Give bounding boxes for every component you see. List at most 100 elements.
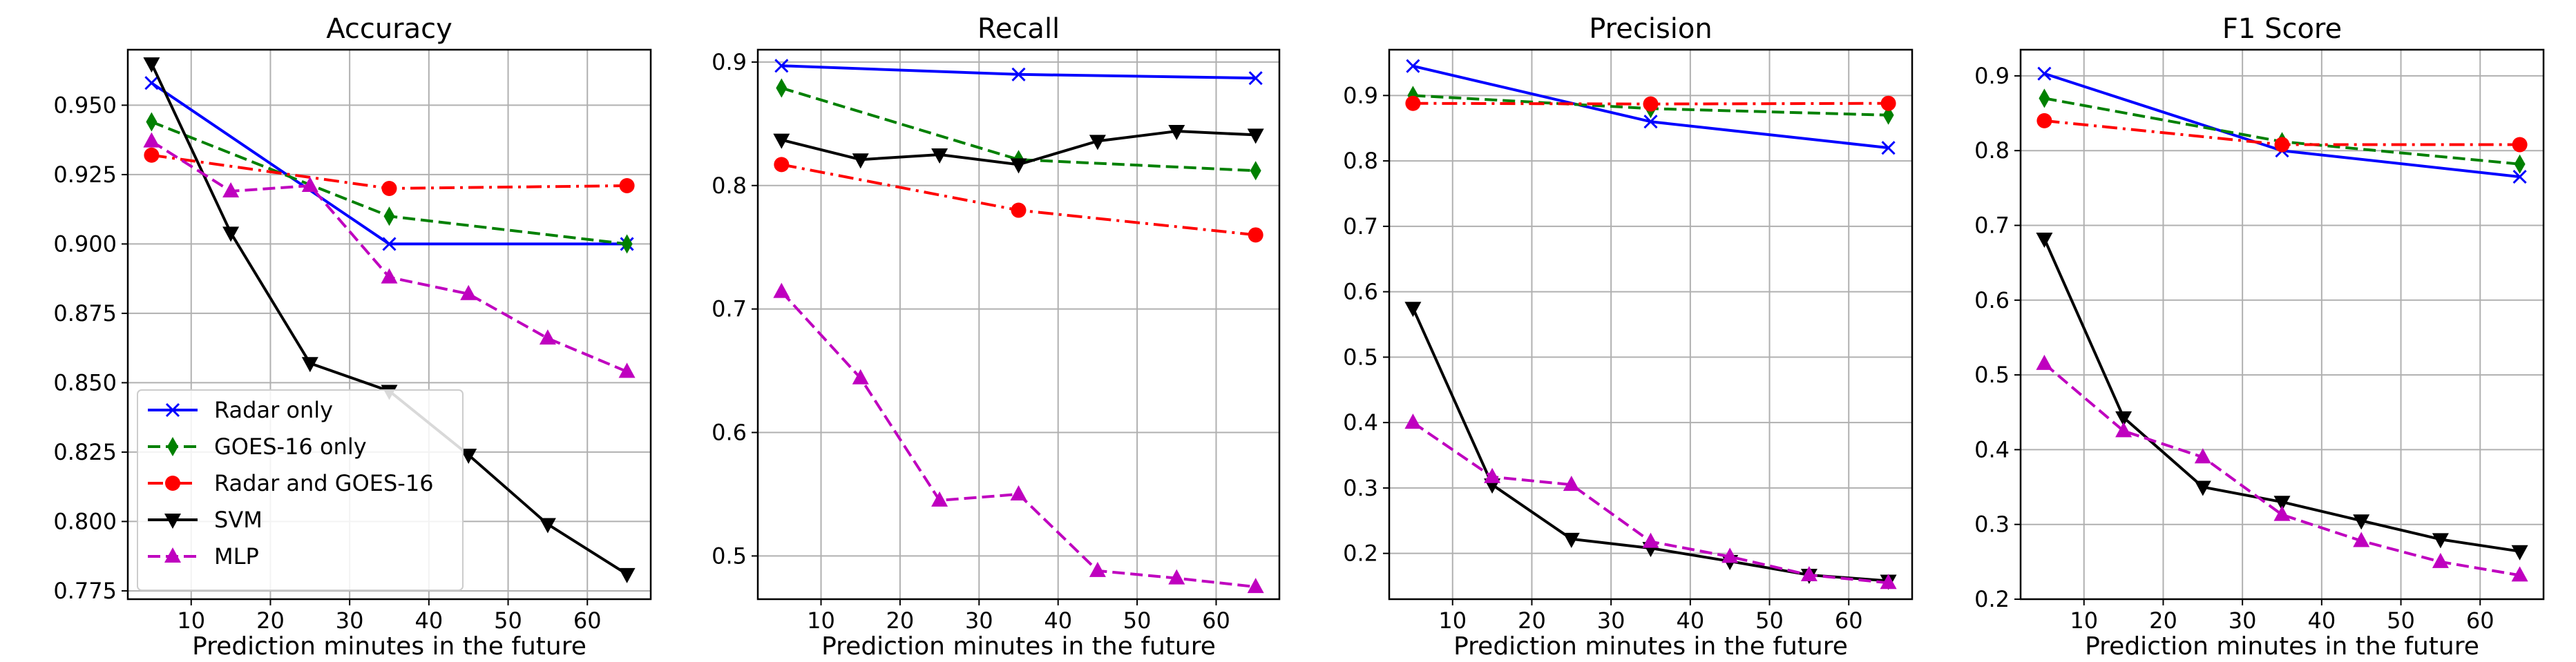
y-tick-label: 0.7 [712,296,747,322]
legend-label: Radar only [214,397,333,423]
x-tick-label: 20 [2149,607,2177,634]
data-point-3-2 [931,148,948,164]
y-tick-label: 0.6 [712,420,747,446]
legend-label: MLP [214,543,259,569]
x-axis-label: Prediction minutes in the future [192,632,586,661]
data-point-4-5 [2432,552,2449,568]
y-tick-label: 0.2 [1974,586,2010,612]
data-point-2-2 [2512,137,2528,153]
legend-marker [167,437,178,456]
x-axis-label: Prediction minutes in the future [2085,632,2479,661]
x-tick-label: 60 [2466,607,2494,634]
x-tick-label: 40 [2307,607,2336,634]
legend-marker [164,547,181,563]
data-point-4-1 [222,182,240,198]
data-point-3-0 [2036,232,2053,248]
data-point-2-0 [1405,95,1421,111]
data-point-0-0 [2037,66,2052,81]
y-tick-label: 0.9 [1974,63,2010,89]
data-point-3-5 [1168,125,1185,141]
data-point-2-2 [619,177,635,193]
data-point-4-2 [931,491,948,507]
data-point-4-6 [2511,566,2528,582]
data-point-1-0 [776,78,788,98]
y-tick-label: 0.6 [1343,279,1378,305]
subplot-0: 10 20 30 40 50 60 0.775 0.800 0.825 0.850 0.875 0.9… [53,13,652,661]
legend-marker [165,476,180,491]
y-tick-label: 0.6 [1974,287,2010,313]
x-tick-label: 30 [336,607,364,634]
x-tick-label: 30 [1597,607,1625,634]
y-tick-label: 0.850 [53,369,117,396]
data-point-0-1 [382,237,397,251]
data-point-0-1 [1643,115,1658,129]
x-tick-label: 60 [1835,607,1863,634]
data-point-3-1 [852,153,869,169]
y-tick-label: 0.4 [1974,436,2010,463]
x-tick-label: 10 [1438,607,1467,634]
data-point-3-2 [301,357,318,373]
data-point-4-2 [2194,448,2211,464]
subplot-2: 10 20 30 40 50 60 0.2 0.3 0.4 0.5 0.6 0.7 0.8 0.9 Prec… [1343,13,1914,661]
y-tick-label: 0.925 [53,162,117,188]
y-tick-label: 0.9 [1343,82,1378,108]
data-point-4-2 [301,176,318,192]
data-point-1-0 [146,112,158,132]
x-tick-label: 60 [1202,607,1230,634]
data-point-2-2 [1248,227,1263,243]
data-point-3-4 [2353,514,2370,530]
data-point-4-5 [539,329,556,345]
data-point-4-4 [2353,532,2370,547]
y-tick-label: 0.900 [53,231,117,257]
legend-marker [165,402,180,418]
data-point-4-4 [460,284,477,300]
subplot-3: 10 20 30 40 50 60 0.2 0.3 0.4 0.5 0.6 0.7 0.8 0.9 F1 S… [1974,13,2545,661]
data-point-3-1 [2115,411,2133,427]
data-point-3-0 [1404,302,1422,318]
data-point-3-4 [460,448,477,464]
x-axis-label: Prediction minutes in the future [1453,632,1848,661]
legend-label: SVM [214,507,263,533]
legend-box [137,389,464,591]
data-point-3-1 [222,226,240,242]
legend-label: GOES-16 only [214,434,367,460]
data-point-2-1 [1643,96,1659,112]
data-point-2-0 [774,157,790,173]
data-point-4-3 [1642,532,1659,548]
series-line-thin_diamond [781,86,1256,173]
y-tick-label: 0.775 [53,578,117,604]
data-point-4-6 [1247,578,1264,594]
data-point-2-1 [1011,202,1027,218]
y-tick-label: 0.5 [1974,362,2010,388]
data-point-4-6 [1880,574,1897,590]
data-point-0-0 [144,76,159,90]
data-point-3-6 [618,567,636,583]
data-point-3-3 [1010,158,1027,174]
data-point-4-5 [1800,565,1817,581]
axes-frame [2019,48,2545,601]
x-tick-label: 40 [414,607,443,634]
data-point-4-6 [618,362,636,378]
legend-label: Radar and GOES-16 [214,470,434,496]
y-tick-label: 0.7 [1343,213,1378,240]
data-point-3-2 [1563,532,1580,548]
data-point-0-2 [1881,141,1896,155]
data-point-3-2 [2194,480,2211,496]
data-point-3-3 [2273,496,2291,512]
y-tick-label: 0.875 [53,300,117,327]
data-point-3-6 [2511,545,2528,561]
y-tick-label: 0.3 [1974,512,2010,538]
x-tick-label: 20 [1518,607,1546,634]
y-tick-label: 0.9 [712,49,747,75]
data-point-4-3 [381,268,398,284]
data-point-2-0 [2036,113,2052,128]
chart-title: Precision [1589,13,1712,45]
y-tick-label: 0.8 [1343,148,1378,174]
y-tick-label: 0.3 [1343,475,1378,501]
data-point-4-0 [2036,354,2053,370]
y-tick-label: 0.7 [1974,213,2010,239]
data-point-4-1 [1484,467,1501,483]
x-tick-label: 10 [2070,607,2098,634]
x-tick-label: 50 [494,607,522,634]
